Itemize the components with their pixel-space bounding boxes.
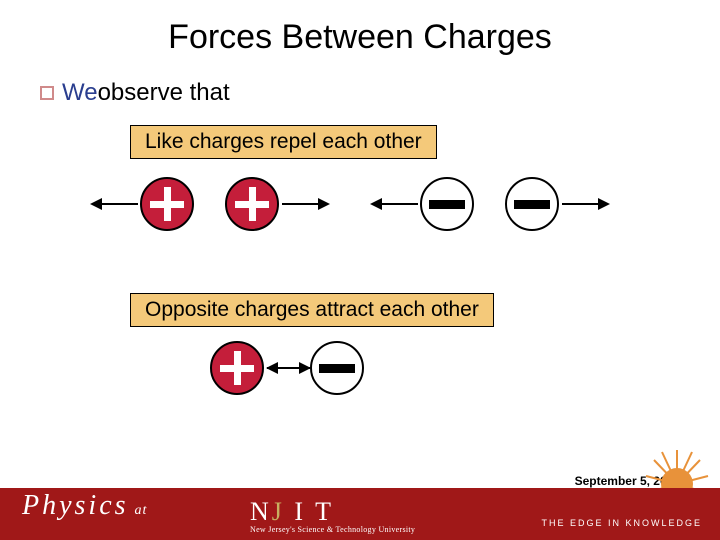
negative-charge-icon <box>420 177 474 231</box>
positive-charge-icon <box>225 177 279 231</box>
bullet-rest: observe that <box>98 79 230 107</box>
edge-tagline: THE EDGE IN KNOWLEDGE <box>541 518 702 528</box>
positive-charge-icon <box>210 341 264 395</box>
positive-charge-icon <box>140 177 194 231</box>
opposite-charges-row <box>190 341 720 411</box>
footer: September 5, 2007 Physicsat NJ I T New J… <box>0 474 720 540</box>
negative-charge-icon <box>505 177 559 231</box>
physics-logo: Physicsat <box>22 490 147 522</box>
arrow-left-icon <box>380 203 418 205</box>
bullet-square-icon <box>40 86 54 100</box>
like-charges-row <box>100 177 720 247</box>
negative-charge-icon <box>310 341 364 395</box>
njit-logo: NJ I T New Jersey's Science & Technology… <box>250 497 415 534</box>
arrow-left-icon <box>276 367 310 369</box>
bullet-line: We observe that <box>40 79 720 107</box>
arrow-left-icon <box>100 203 138 205</box>
bullet-accent: We <box>62 79 98 107</box>
arrow-right-icon <box>282 203 320 205</box>
slide-title: Forces Between Charges <box>0 0 720 57</box>
arrow-right-icon <box>562 203 600 205</box>
rule-box-1: Like charges repel each other <box>130 125 437 159</box>
rule-box-2: Opposite charges attract each other <box>130 293 494 327</box>
